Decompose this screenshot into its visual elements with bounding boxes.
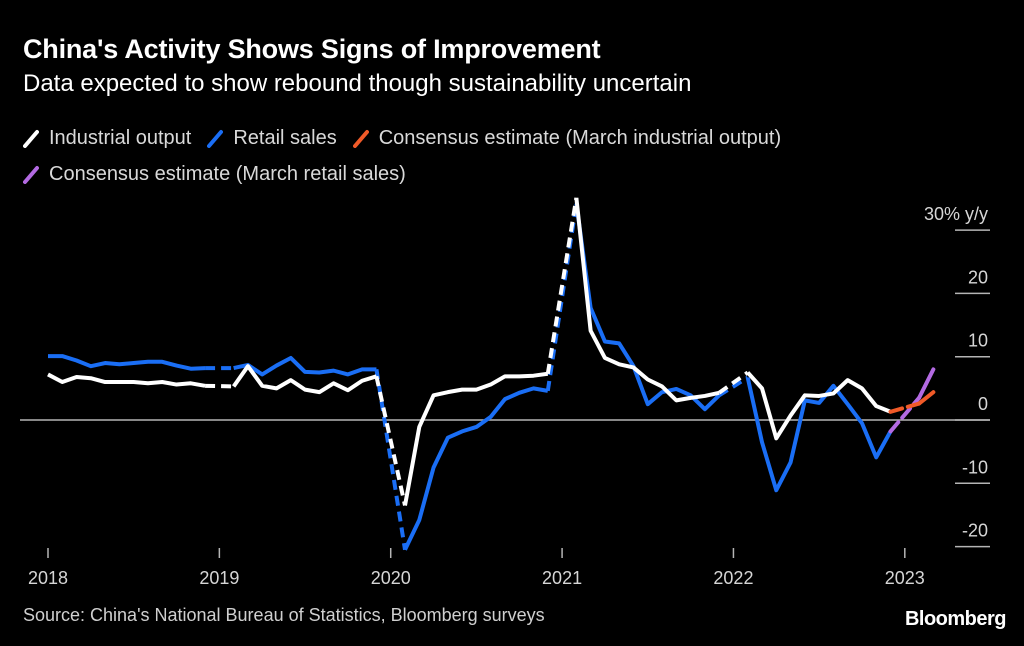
y-tick-label: 0 — [978, 394, 988, 414]
legend-item-industrial-output: Industrial output — [23, 127, 191, 150]
y-tick-label: 30% y/y — [924, 204, 988, 224]
x-tick-label: 2022 — [713, 568, 753, 588]
series-retail-sales-gap-link — [374, 369, 407, 551]
x-tick-label: 2023 — [885, 568, 925, 588]
legend-label: Consensus estimate (March industrial out… — [378, 126, 782, 149]
series-industrial-output-line — [47, 372, 206, 388]
legend-item-consensus-retail: Consensus estimate (March retail sales) — [23, 163, 406, 186]
legend-item-retail-sales: Retail sales — [207, 126, 337, 150]
series-retail-sales-gap-link — [718, 375, 749, 398]
legend-label: Consensus estimate (March retail sales) — [49, 162, 406, 185]
legend-swatch-consensus-retail — [23, 166, 39, 184]
legend-swatch-industrial-output — [23, 130, 39, 148]
legend: Industrial output Retail sales Consensus… — [23, 120, 1003, 192]
series-industrial-output-gap-link — [205, 383, 234, 389]
y-tick-label: -10 — [962, 457, 988, 477]
legend-swatch-consensus-industrial — [352, 130, 369, 148]
series-retail-sales-line — [48, 354, 206, 371]
chart-subtitle: Data expected to show rebound though sus… — [23, 70, 692, 97]
series-industrial-output-gap-link — [545, 197, 579, 375]
series-industrial-output-line — [574, 197, 720, 403]
bloomberg-logo: Bloomberg — [904, 608, 1007, 630]
series-industrial-output-gap-link — [374, 375, 407, 506]
series-retail-sales-line — [233, 355, 377, 377]
chart-title: China's Activity Shows Signs of Improvem… — [23, 34, 601, 64]
series-consensus-estimate-march-industrial-output-dashed-segment — [888, 401, 922, 414]
series-consensus-estimate-march-industrial-output-line — [917, 390, 936, 406]
legend-swatch-retail-sales — [207, 130, 224, 148]
y-tick-label: 20 — [968, 267, 988, 287]
x-tick-label: 2019 — [199, 568, 239, 588]
series-industrial-output-gap-link — [718, 370, 749, 395]
y-tick-label: 10 — [968, 331, 988, 351]
x-tick-label: 2021 — [542, 568, 582, 588]
series-industrial-output-line — [746, 371, 892, 441]
source-note: Source: China's National Bureau of Stati… — [23, 605, 545, 625]
legend-label: Industrial output — [49, 126, 192, 149]
legend-item-consensus-industrial: Consensus estimate (March industrial out… — [352, 126, 782, 150]
x-tick-label: 2018 — [28, 568, 68, 588]
y-tick-label: -20 — [962, 521, 988, 541]
x-tick-label: 2020 — [371, 568, 411, 588]
legend-label: Retail sales — [233, 126, 337, 149]
series-industrial-output-line — [403, 371, 549, 506]
series-consensus-estimate-march-retail-sales-line — [917, 367, 936, 400]
